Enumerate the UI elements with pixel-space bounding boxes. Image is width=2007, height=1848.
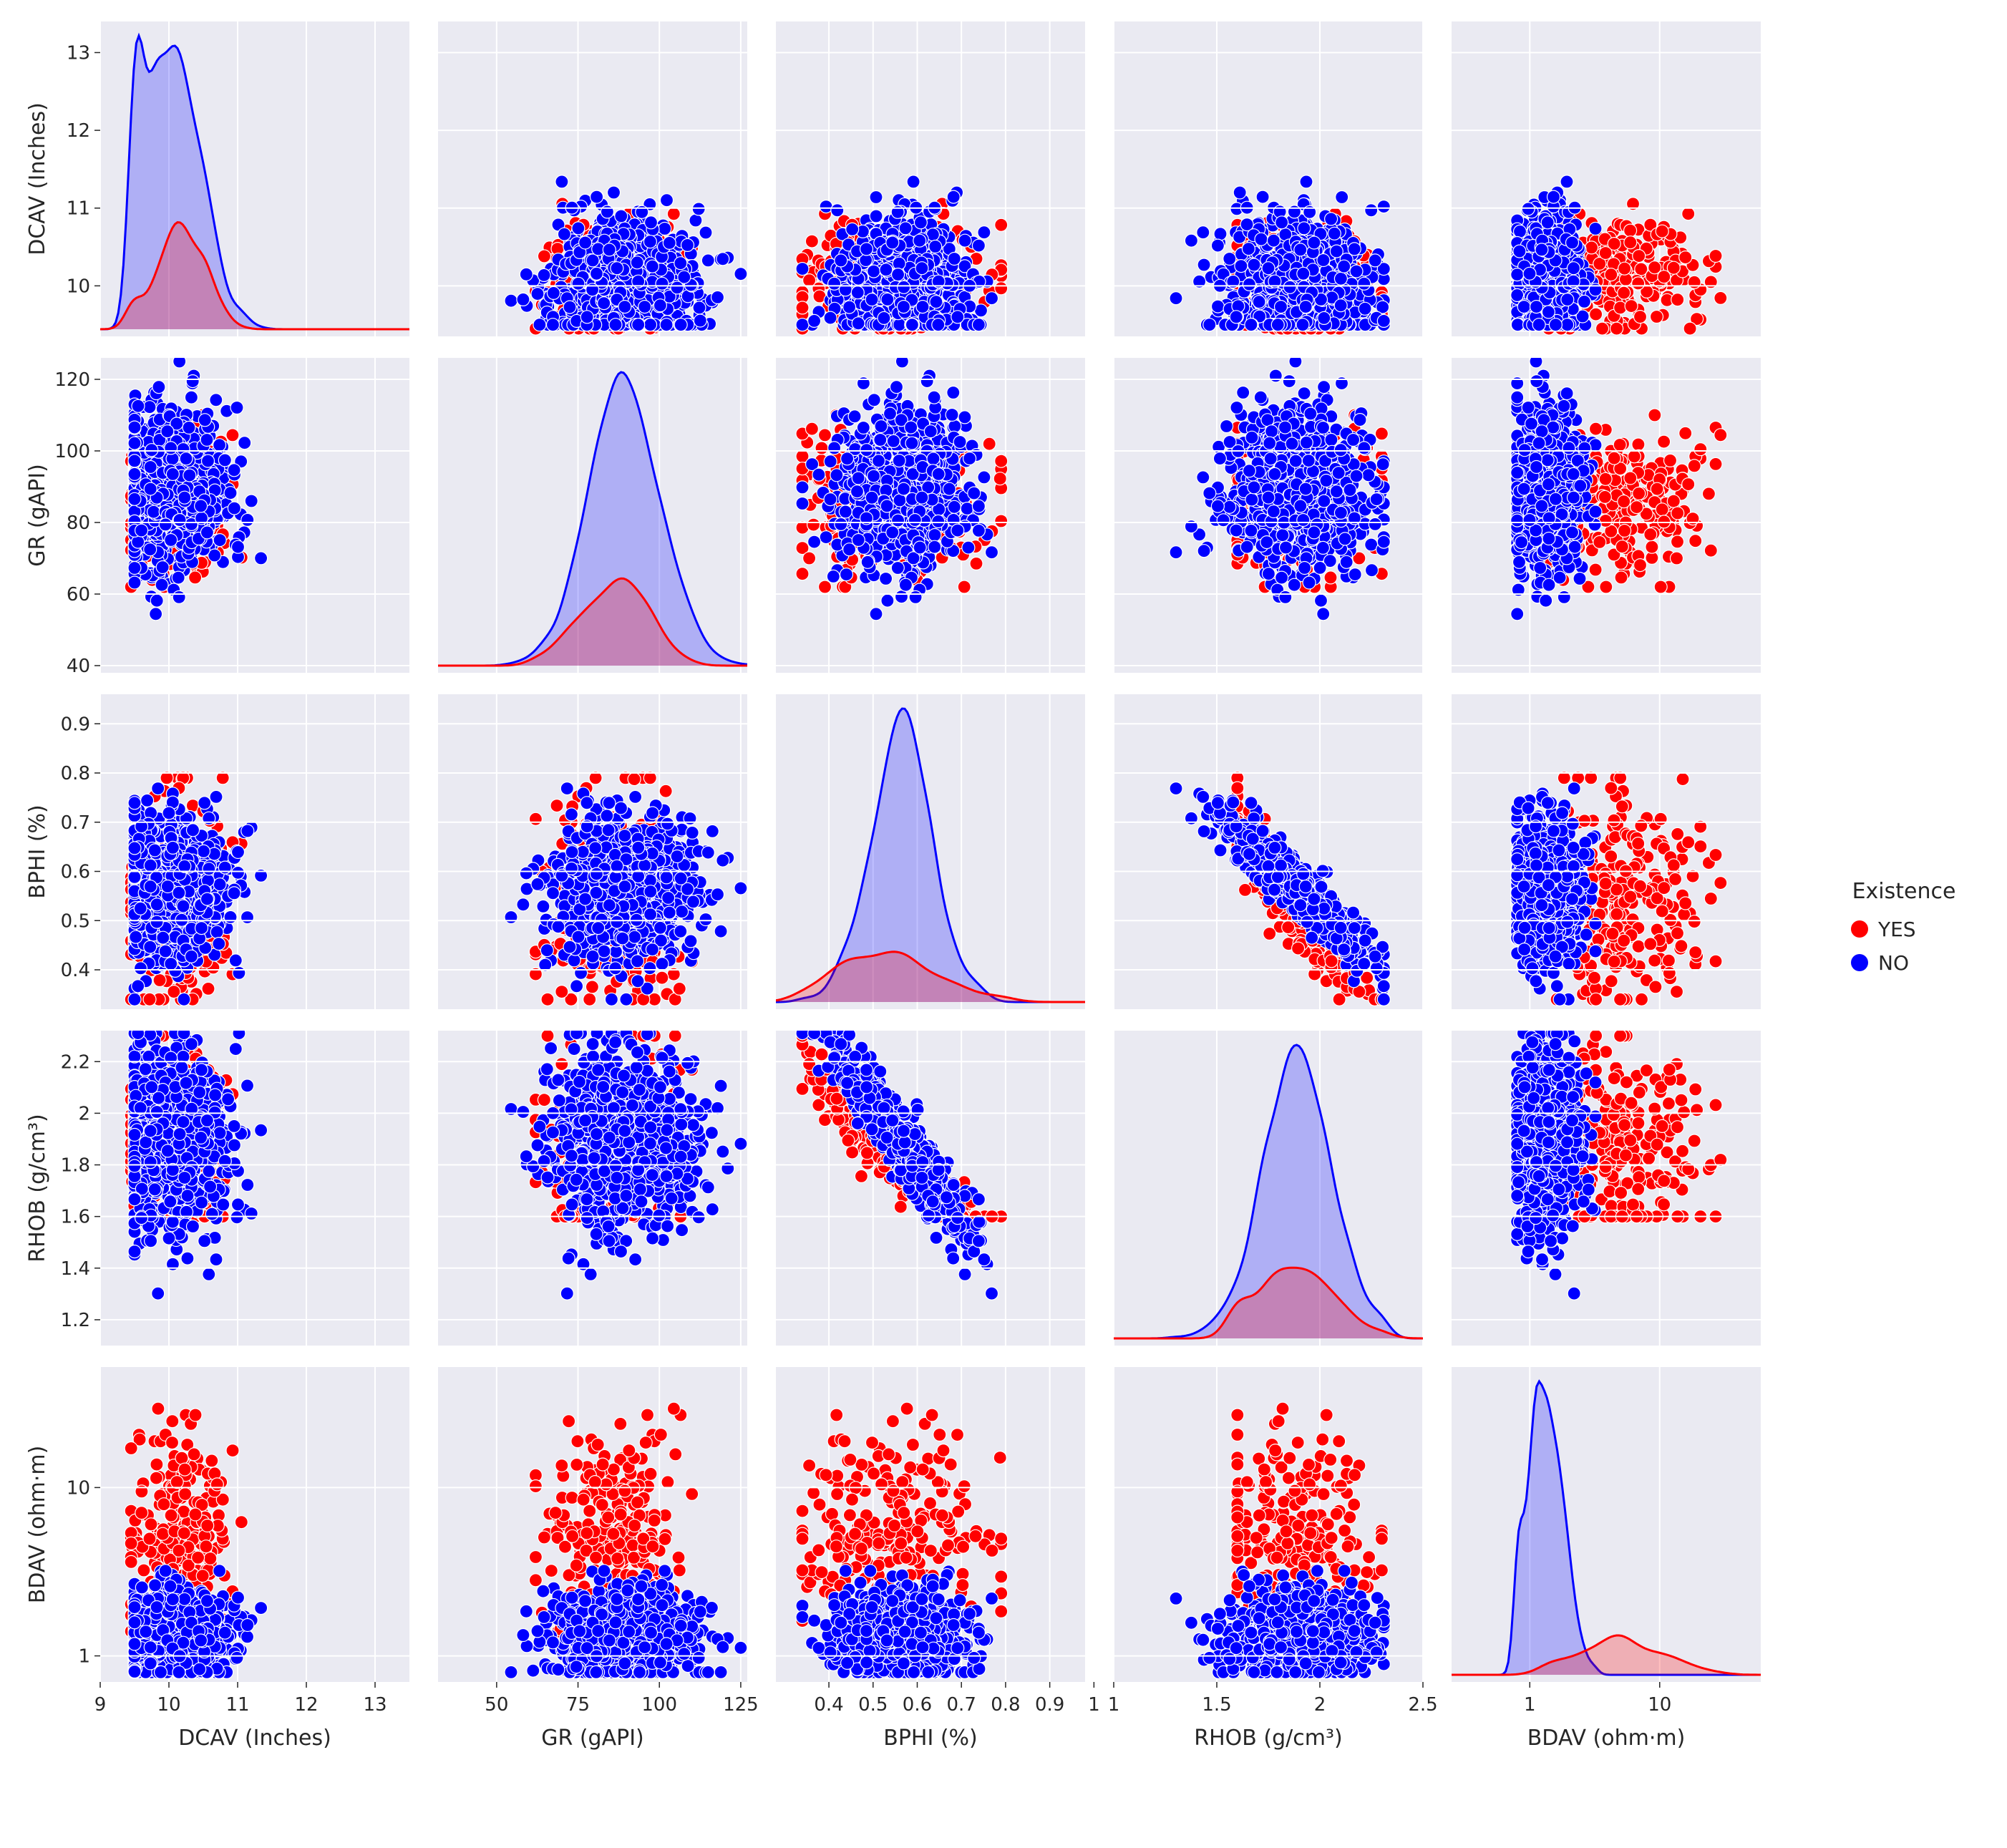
point-yes xyxy=(538,250,550,263)
point-no xyxy=(505,294,517,307)
point-no xyxy=(608,186,621,199)
panel-dcav-vs-gr xyxy=(438,21,747,336)
panels-layer xyxy=(100,21,1761,1682)
point-no xyxy=(689,214,702,227)
point-yes xyxy=(667,208,680,220)
point-no xyxy=(661,194,674,207)
point-no xyxy=(699,226,712,239)
panel-dcav-vs-dcav xyxy=(100,21,409,336)
pairplot-svg: 9 10 11 12 13DCAV (Inches)50 75 100 125GR (gAPI… xyxy=(0,0,2007,1848)
